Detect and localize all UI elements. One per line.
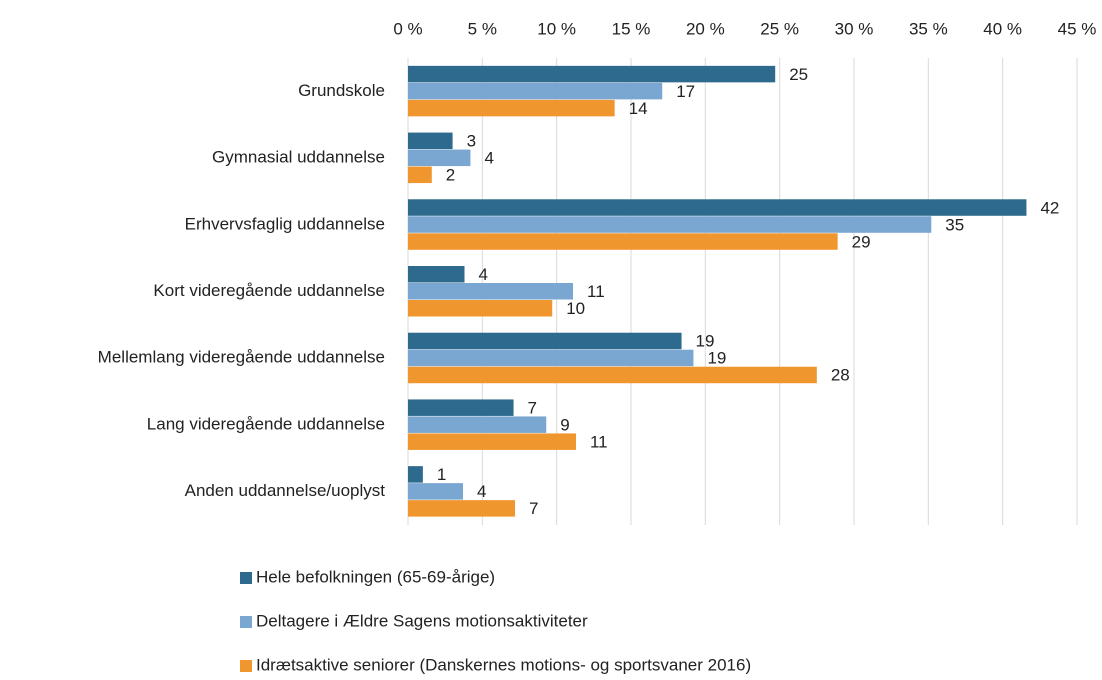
x-tick-label: 45 %	[1058, 19, 1097, 38]
category-label: Lang videregående uddannelse	[147, 414, 385, 433]
legend-swatch	[240, 616, 252, 628]
legend-label: Hele befolkningen (65-69-årige)	[256, 567, 495, 586]
bar	[408, 233, 838, 250]
category-label: Gymnasial uddannelse	[212, 148, 385, 167]
legend-label: Deltagere i Ældre Sagens motionsaktivite…	[256, 611, 588, 630]
category-label: Anden uddannelse/uoplyst	[185, 481, 386, 500]
x-tick-label: 10 %	[537, 19, 576, 38]
data-label: 4	[484, 149, 493, 168]
bar	[408, 500, 516, 517]
data-label: 35	[945, 215, 964, 234]
bar	[408, 399, 514, 416]
data-label: 2	[446, 166, 455, 185]
bar	[408, 466, 423, 483]
data-label: 29	[852, 232, 871, 251]
bar	[408, 433, 576, 450]
data-label: 19	[696, 332, 715, 351]
x-tick-label: 15 %	[612, 19, 651, 38]
x-tick-label: 5 %	[468, 19, 497, 38]
data-label: 25	[789, 65, 808, 84]
data-label: 11	[587, 282, 605, 301]
bar	[408, 132, 453, 150]
x-tick-label: 25 %	[760, 19, 799, 38]
bar	[408, 99, 615, 117]
bar	[408, 149, 471, 167]
bar	[408, 300, 553, 317]
legend-label: Idrætsaktive seniorer (Danskernes motion…	[256, 655, 751, 674]
data-label: 42	[1040, 198, 1059, 217]
data-label: 7	[529, 499, 538, 518]
data-label: 14	[629, 99, 648, 118]
category-label: Kort videregående uddannelse	[153, 281, 385, 300]
data-label: 28	[831, 366, 850, 385]
bar	[408, 366, 817, 384]
data-label: 1	[437, 465, 446, 484]
x-tick-label: 20 %	[686, 19, 725, 38]
category-label: Mellemlang videregående uddannelse	[98, 348, 385, 367]
x-tick-label: 0 %	[393, 19, 422, 38]
data-label: 11	[590, 432, 608, 451]
data-label: 4	[477, 482, 486, 501]
bar	[408, 283, 574, 300]
data-label: 4	[478, 265, 487, 284]
data-label: 10	[566, 299, 585, 318]
bar	[408, 166, 432, 184]
legend-swatch	[240, 572, 252, 584]
bar	[408, 266, 465, 283]
bar	[408, 349, 694, 367]
bar	[408, 483, 464, 500]
category-label: Erhvervsfaglig uddannelse	[185, 214, 385, 233]
bar	[408, 216, 932, 233]
data-label: 19	[707, 349, 726, 368]
x-tick-label: 30 %	[835, 19, 874, 38]
bar	[408, 199, 1027, 216]
legend-swatch	[240, 660, 252, 672]
category-label: Grundskole	[298, 81, 385, 100]
data-label: 17	[676, 82, 695, 101]
bar	[408, 416, 547, 433]
data-label: 7	[528, 398, 537, 417]
x-tick-label: 35 %	[909, 19, 948, 38]
x-tick-label: 40 %	[983, 19, 1022, 38]
bar	[408, 65, 776, 83]
data-label: 3	[467, 132, 476, 151]
bar	[408, 332, 682, 350]
bar	[408, 82, 663, 100]
data-label: 9	[560, 415, 569, 434]
